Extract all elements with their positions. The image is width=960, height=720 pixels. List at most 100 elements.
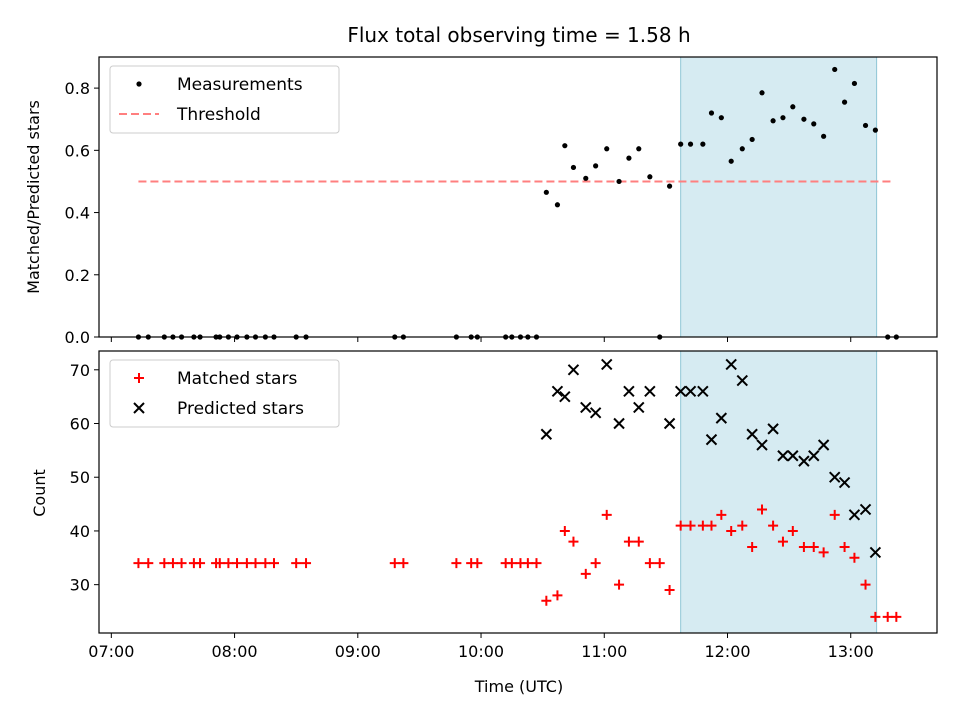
- bottom-point-1-13: [684, 385, 697, 397]
- xtick-label-0: 07:00: [88, 642, 134, 661]
- bottom-point-1-19: [746, 428, 758, 440]
- bottom-point-0-1: [143, 558, 154, 569]
- top-point-0-34: [616, 178, 622, 185]
- bottom-point-0-51: [787, 525, 798, 536]
- bottom-point-0-47: [747, 542, 758, 553]
- top-ytick-label-2: 0.4: [65, 204, 90, 223]
- y-axis-label-bottom: Count: [30, 469, 49, 517]
- bottom-point-1-4: [580, 401, 592, 414]
- top-point-0-29: [562, 143, 568, 149]
- bottom-point-0-45: [726, 525, 737, 536]
- top-panel: 0.0 0.2 0.4 0.6 0.8 Measurements Threshold: [65, 56, 938, 347]
- xtick-label-5: 12:00: [704, 642, 750, 661]
- bottom-point-0-54: [818, 547, 829, 558]
- x-axis-label: Time (UTC): [474, 677, 563, 696]
- top-point-0-59: [872, 127, 878, 133]
- bottom-ytick-label-1: 40: [70, 522, 90, 541]
- bottom-point-0-43: [706, 520, 717, 531]
- bottom-point-0-39: [664, 585, 675, 596]
- bottom-point-0-49: [768, 520, 779, 531]
- bottom-point-1-0: [540, 428, 553, 440]
- bottom-point-0-18: [398, 558, 409, 569]
- top-point-0-57: [851, 80, 858, 87]
- bottom-point-0-9: [223, 558, 234, 569]
- top-point-0-58: [862, 122, 869, 129]
- top-legend-box: [109, 65, 340, 134]
- bottom-point-1-24: [798, 455, 810, 467]
- bottom-point-0-34: [614, 579, 625, 590]
- top-point-0-33: [604, 146, 610, 152]
- bottom-series-0: [133, 504, 902, 622]
- bottom-axes-frame: [98, 350, 938, 634]
- bottom-point-1-17: [725, 358, 737, 371]
- bottom-point-1-20: [756, 439, 768, 451]
- bottom-point-1-1: [551, 385, 564, 397]
- bottom-point-0-35: [623, 536, 634, 547]
- top-legend-label-0: Measurements: [177, 75, 303, 95]
- bottom-legend-handle-1: [133, 402, 145, 414]
- bottom-point-0-16: [301, 558, 312, 569]
- bottom-point-1-22: [777, 450, 789, 462]
- top-point-0-41: [687, 141, 694, 147]
- bottom-point-0-15: [291, 558, 302, 569]
- bottom-point-1-5: [589, 407, 602, 419]
- bottom-point-0-12: [250, 558, 261, 569]
- chart-title: Flux total observing time = 1.58 h: [347, 23, 690, 47]
- bottom-panel: 30 40 50 60 70 07:00 08:00 09:00 10:00 11:00 12:00…: [70, 350, 938, 661]
- bottom-point-1-23: [787, 450, 799, 462]
- bottom-point-0-11: [241, 558, 252, 569]
- top-point-0-45: [728, 158, 734, 164]
- bottom-legend-label-1: Predicted stars: [177, 399, 304, 419]
- bottom-legend-handle-0: [134, 373, 144, 383]
- bottom-point-0-21: [472, 558, 483, 569]
- bottom-point-1-18: [736, 374, 748, 387]
- bottom-point-1-21: [767, 423, 779, 435]
- bottom-point-0-26: [531, 558, 542, 569]
- bottom-point-0-57: [849, 552, 860, 563]
- bottom-point-0-32: [590, 558, 601, 569]
- top-point-0-46: [739, 146, 745, 152]
- bottom-point-0-59: [870, 611, 881, 622]
- bottom-point-0-61: [891, 611, 902, 622]
- bottom-point-0-41: [685, 520, 696, 531]
- bottom-ytick-label-0: 30: [70, 576, 90, 595]
- bottom-point-0-23: [506, 558, 517, 569]
- top-highlight-span: [680, 56, 878, 338]
- bottom-point-0-2: [159, 558, 170, 569]
- top-point-0-53: [811, 121, 817, 127]
- bottom-point-1-7: [613, 417, 625, 430]
- bottom-point-1-9: [633, 401, 645, 414]
- xtick-label-6: 13:00: [828, 642, 874, 661]
- bottom-point-0-58: [860, 579, 871, 590]
- bottom-point-0-42: [697, 520, 708, 531]
- bottom-point-1-27: [829, 471, 841, 483]
- bottom-point-0-0: [133, 558, 144, 569]
- bottom-point-0-27: [541, 595, 552, 606]
- xtick-label-2: 09:00: [335, 642, 381, 661]
- xtick-label-4: 11:00: [581, 642, 627, 661]
- bottom-point-0-60: [882, 611, 893, 622]
- top-legend-handle-0: [136, 81, 142, 87]
- top-ytick-label-3: 0.6: [65, 141, 90, 160]
- top-legend-label-1: Threshold: [176, 105, 261, 125]
- top-ytick-label-4: 0.8: [65, 79, 90, 98]
- bottom-point-0-53: [808, 542, 819, 553]
- bottom-point-0-29: [559, 525, 570, 536]
- bottom-point-1-15: [705, 433, 718, 446]
- top-point-0-40: [678, 141, 684, 147]
- bottom-point-0-33: [601, 509, 612, 520]
- top-axes-frame: [98, 56, 938, 338]
- top-point-0-49: [770, 118, 776, 124]
- bottom-legend: Matched stars Predicted stars: [109, 359, 340, 428]
- bottom-point-0-28: [552, 590, 563, 601]
- bottom-point-0-36: [633, 536, 644, 547]
- bottom-point-1-26: [817, 439, 830, 451]
- bottom-point-0-10: [232, 558, 243, 569]
- bottom-point-0-56: [839, 542, 850, 553]
- top-point-0-43: [708, 110, 715, 116]
- bottom-point-1-8: [623, 385, 635, 397]
- top-point-0-47: [749, 136, 755, 143]
- top-point-0-35: [626, 155, 632, 161]
- bottom-point-1-16: [715, 412, 728, 424]
- bottom-point-1-2: [559, 390, 571, 403]
